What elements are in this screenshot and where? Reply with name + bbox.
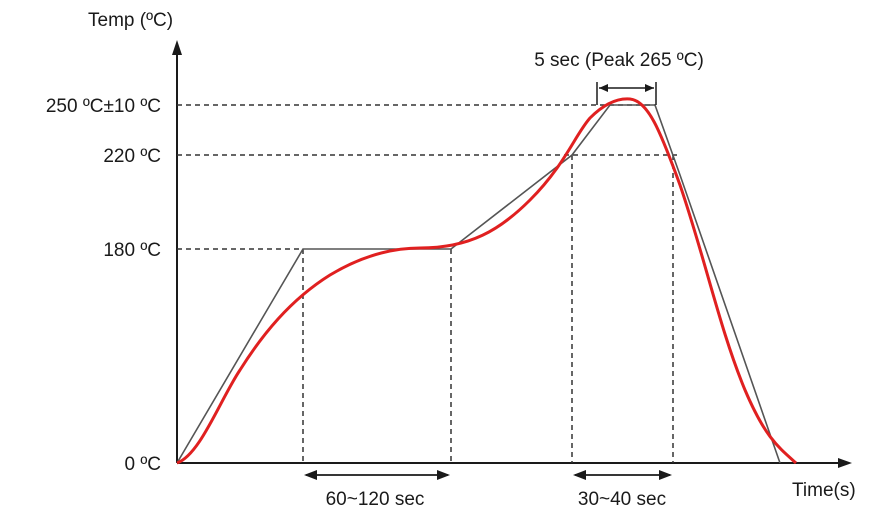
y-tick-180: 180 ºC [103, 240, 161, 261]
peak-arrow-right [645, 84, 654, 92]
soak-arrow-left [304, 470, 317, 480]
soak-arrow-right [437, 470, 450, 480]
soak-annotation: 60~120 sec [326, 489, 425, 510]
y-axis-label: Temp (ºC) [88, 10, 173, 31]
y-tick-220: 220 ºC [103, 146, 161, 167]
y-axis-arrow [172, 40, 182, 55]
y-tick-250: 250 ºC±10 ºC [46, 96, 161, 117]
peak-arrow-left [599, 84, 608, 92]
x-axis-label: Time(s) [792, 480, 856, 501]
reference-profile-line [176, 104, 781, 464]
peak-annotation: 5 sec (Peak 265 ºC) [534, 50, 704, 71]
reflow-arrow-left [573, 470, 586, 480]
reflow-arrow-right [659, 470, 672, 480]
y-tick-0: 0 ºC [124, 454, 161, 475]
x-axis-arrow [838, 458, 852, 468]
reflow-annotation: 30~40 sec [578, 489, 666, 510]
actual-profile-curve [176, 97, 797, 465]
